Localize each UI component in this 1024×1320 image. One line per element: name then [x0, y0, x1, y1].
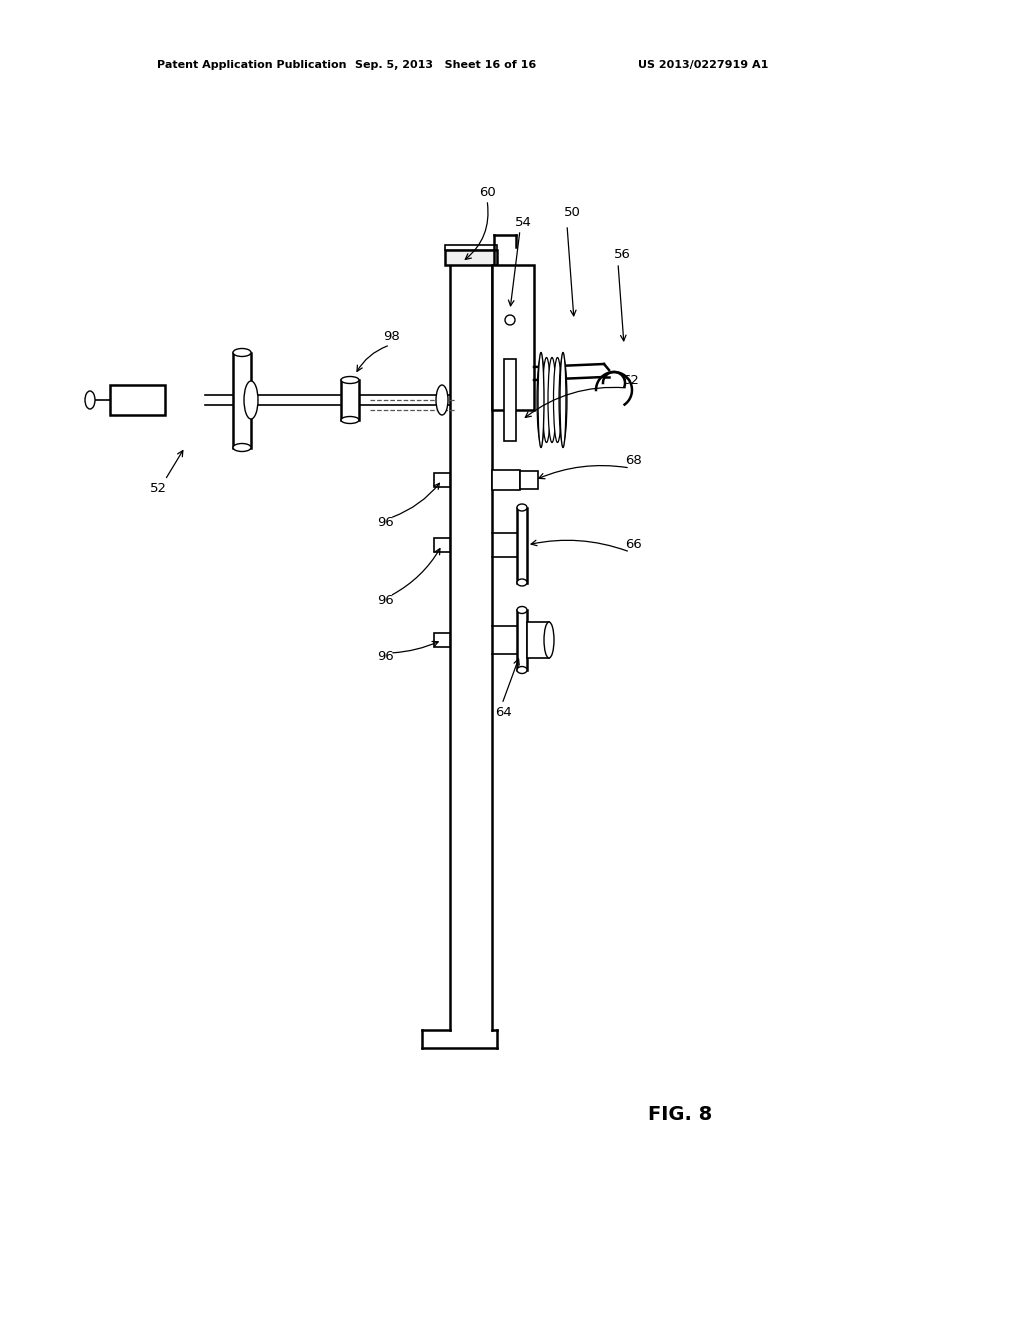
Text: 66: 66	[626, 539, 642, 552]
Ellipse shape	[233, 444, 251, 451]
Text: FIG. 8: FIG. 8	[648, 1106, 712, 1125]
Bar	[434, 473, 450, 487]
Bar	[492, 470, 520, 490]
Text: 96: 96	[377, 516, 393, 528]
Ellipse shape	[233, 348, 251, 356]
Bar	[520, 471, 538, 488]
Ellipse shape	[543, 358, 551, 442]
Bar	[504, 359, 516, 441]
Bar	[233, 352, 251, 447]
Ellipse shape	[537, 358, 545, 442]
Ellipse shape	[517, 579, 527, 586]
Ellipse shape	[554, 358, 561, 442]
Bar	[445, 249, 497, 265]
Text: 56: 56	[613, 248, 631, 261]
Ellipse shape	[505, 315, 515, 325]
Ellipse shape	[548, 358, 556, 442]
Text: US 2013/0227919 A1: US 2013/0227919 A1	[638, 59, 768, 70]
Bar	[517, 507, 527, 582]
Text: Sep. 5, 2013   Sheet 16 of 16: Sep. 5, 2013 Sheet 16 of 16	[355, 59, 537, 70]
Ellipse shape	[517, 504, 527, 511]
Ellipse shape	[436, 385, 449, 414]
Bar	[110, 385, 165, 414]
Bar	[434, 634, 450, 647]
Ellipse shape	[559, 358, 567, 442]
Text: 96: 96	[377, 594, 393, 606]
Text: 98: 98	[384, 330, 400, 343]
Ellipse shape	[538, 352, 544, 447]
Ellipse shape	[560, 352, 566, 447]
Text: 96: 96	[377, 651, 393, 664]
Bar	[492, 265, 534, 411]
Bar	[527, 622, 549, 657]
Bar	[434, 539, 450, 552]
Text: 68: 68	[626, 454, 642, 466]
Text: 64: 64	[495, 705, 511, 718]
Ellipse shape	[244, 381, 258, 418]
Text: 62: 62	[623, 374, 639, 387]
Bar	[341, 380, 359, 420]
Bar	[445, 246, 497, 249]
Ellipse shape	[544, 622, 554, 657]
Text: 50: 50	[563, 206, 581, 219]
Ellipse shape	[341, 376, 359, 384]
Ellipse shape	[341, 417, 359, 424]
Text: Patent Application Publication: Patent Application Publication	[157, 59, 346, 70]
Text: 60: 60	[478, 186, 496, 198]
Text: 54: 54	[515, 215, 531, 228]
Bar	[517, 610, 527, 671]
Ellipse shape	[517, 606, 527, 614]
Ellipse shape	[517, 667, 527, 673]
Ellipse shape	[85, 391, 95, 409]
Text: 52: 52	[150, 482, 167, 495]
